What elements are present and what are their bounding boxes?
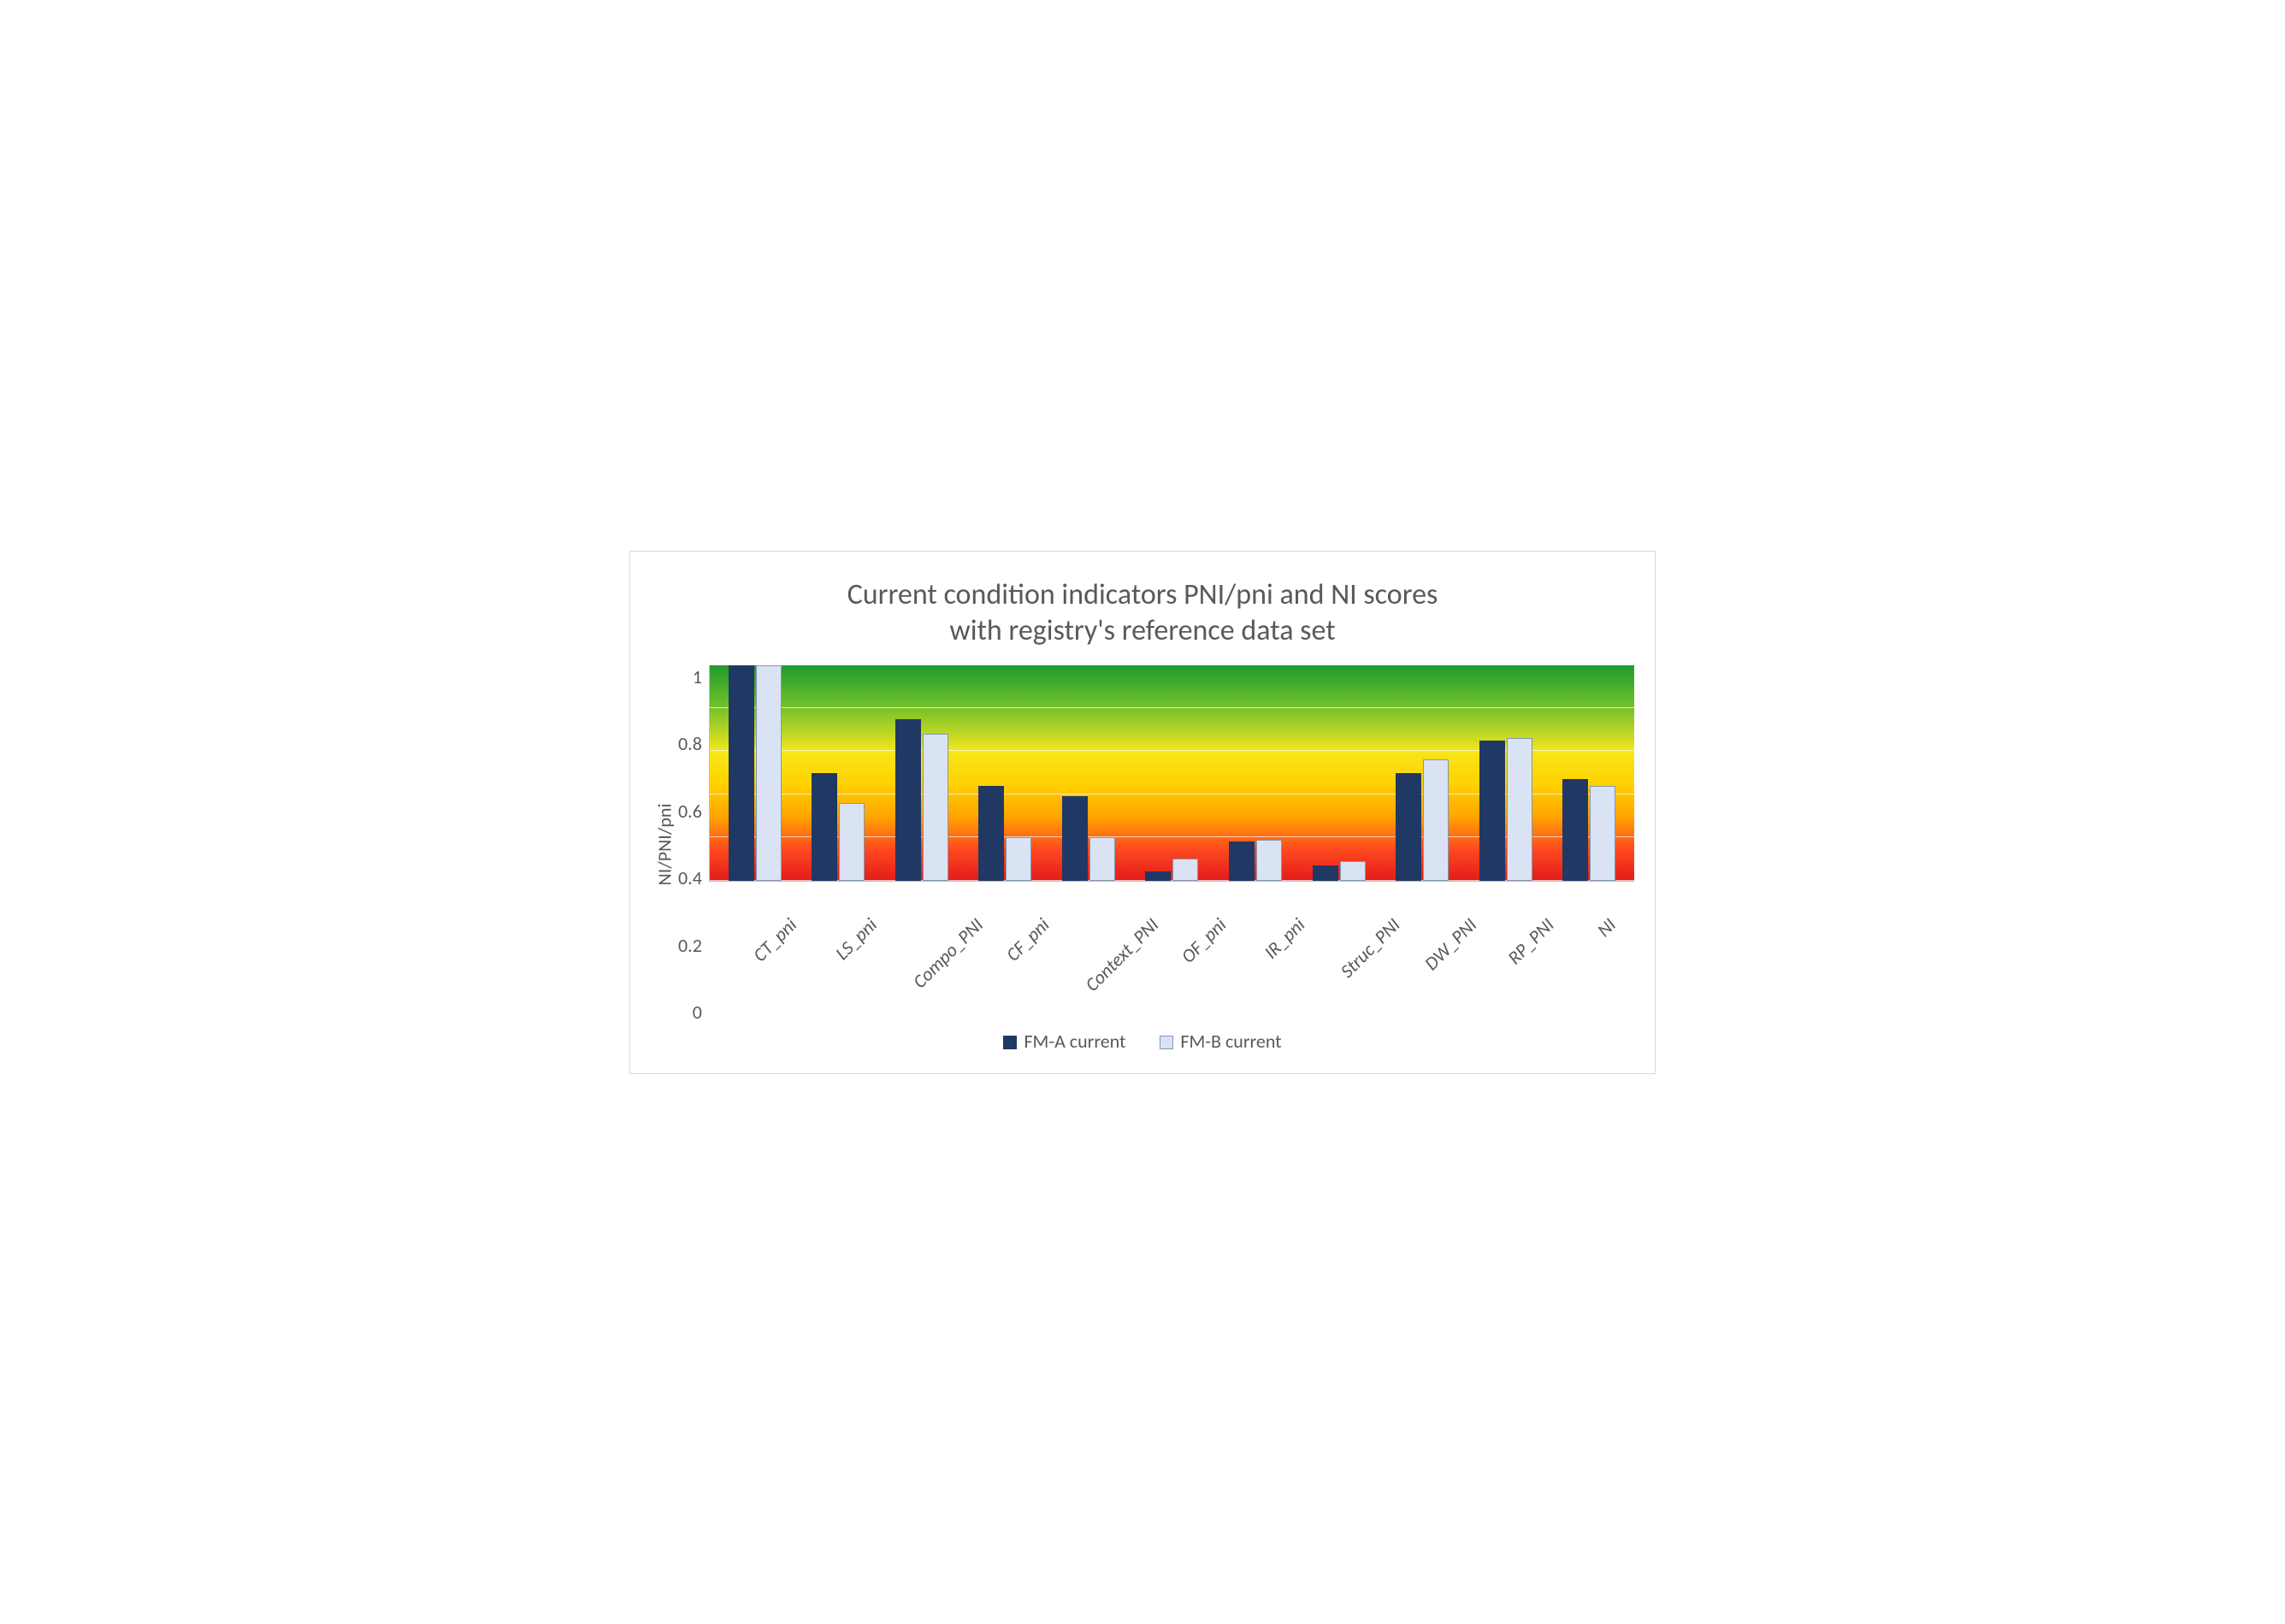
y-axis-label-wrap: NI/PNI/pni [651,665,678,1025]
bar [1313,865,1338,881]
x-category: CF_pni [965,890,1047,913]
category-group [1297,665,1381,881]
x-axis: CT_pniLS_pniCompo_PNICF_pniContext_PNIOF… [709,882,1634,913]
category-group [1213,665,1297,881]
chart-title-line1: Current condition indicators PNI/pni and… [847,577,1438,612]
y-tick: 0.8 [678,732,702,755]
x-category: Compo_PNI [876,890,965,913]
bar [812,773,837,881]
bar [1590,786,1615,881]
chart-body: NI/PNI/pni 1 0.8 0.6 0.4 0.2 0 CT_pniLS_… [651,665,1634,1025]
bar [1256,840,1282,881]
legend: FM-A current FM-B current [651,1030,1634,1053]
y-tick: 0.2 [678,934,702,957]
y-tick: 1 [693,665,702,688]
y-tick: 0.6 [678,800,702,823]
category-group [1047,665,1131,881]
chart-frame: Current condition indicators PNI/pni and… [629,551,1656,1074]
x-category: IR_pni [1223,890,1304,913]
bar [1507,738,1532,880]
chart-title-line2: with registry's reference data set [949,613,1335,648]
bar [923,734,948,880]
bar [1089,837,1115,880]
y-axis-ticks: 1 0.8 0.6 0.4 0.2 0 [678,665,709,1025]
bar [1145,871,1171,880]
category-group [880,665,964,881]
category-group [796,665,880,881]
category-group [1380,665,1464,881]
bars-container [710,665,1634,881]
bar [978,786,1004,881]
bar [895,719,921,881]
chart-title: Current condition indicators PNI/pni and… [651,577,1634,650]
plot-area [709,665,1634,882]
x-category: NI [1550,890,1631,913]
y-axis-label: NI/PNI/pni [653,803,676,885]
x-category: DW_PNI [1386,890,1467,913]
x-category: LS_pni [794,890,875,913]
bar [1423,759,1449,880]
legend-label: FM-B current [1180,1030,1281,1053]
x-category: Context_PNI [1047,890,1141,913]
bar [1172,859,1198,880]
bar [756,665,782,881]
bar [1006,837,1031,880]
plot-wrap: CT_pniLS_pniCompo_PNICF_pniContext_PNIOF… [709,665,1634,1025]
bar [1229,842,1255,880]
x-category: OF_pni [1141,890,1222,913]
y-tick: 0.4 [678,866,702,889]
bar [1062,796,1088,880]
bar [1562,779,1588,880]
legend-swatch [1003,1036,1017,1049]
bar [729,665,754,881]
bar [1396,773,1421,881]
category-group [964,665,1048,881]
bar [839,803,865,881]
legend-item: FM-A current [1003,1030,1125,1053]
bar [1340,861,1366,881]
bar [1479,741,1505,881]
x-category: CT_pni [712,890,794,913]
x-category: RP_PNI [1467,890,1549,913]
category-group [1547,665,1631,881]
legend-swatch [1160,1036,1173,1049]
legend-label: FM-A current [1024,1030,1125,1053]
category-group [1131,665,1214,881]
x-category: Struc_PNI [1304,890,1385,913]
category-group [713,665,797,881]
legend-item: FM-B current [1160,1030,1281,1053]
y-tick: 0 [693,1001,702,1024]
category-group [1464,665,1548,881]
